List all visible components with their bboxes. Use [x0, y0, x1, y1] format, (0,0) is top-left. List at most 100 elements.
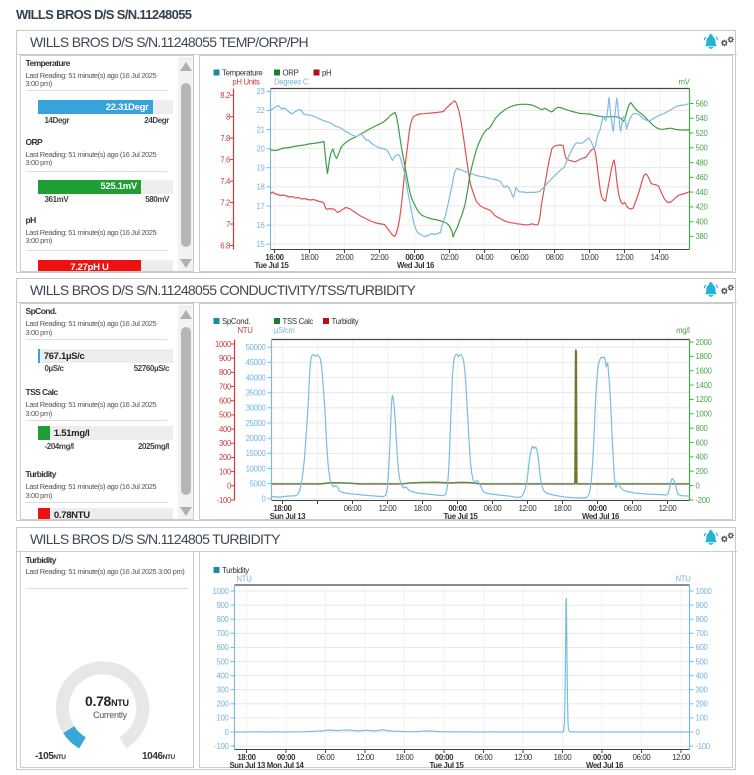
svg-text:12:00: 12:00: [514, 753, 533, 762]
svg-text:Wed Jul 16: Wed Jul 16: [581, 512, 619, 519]
svg-text:0: 0: [695, 481, 700, 490]
svg-text:-100: -100: [695, 741, 710, 750]
svg-text:16: 16: [256, 220, 264, 229]
svg-text:06:00: 06:00: [632, 753, 651, 762]
svg-text:200: 200: [219, 453, 232, 462]
svg-text:pH Units: pH Units: [232, 77, 260, 86]
svg-text:18:00: 18:00: [413, 504, 432, 513]
svg-text:200: 200: [695, 467, 708, 476]
svg-text:100: 100: [695, 713, 708, 722]
svg-text:12:00: 12:00: [356, 753, 375, 762]
svg-text:18:00: 18:00: [273, 504, 292, 513]
svg-text:21: 21: [256, 125, 264, 134]
svg-text:300: 300: [216, 685, 229, 694]
svg-text:ORP: ORP: [282, 68, 298, 77]
svg-text:18:00: 18:00: [395, 753, 414, 762]
svg-text:40000: 40000: [245, 373, 266, 382]
svg-text:Wed Jul 16: Wed Jul 16: [396, 261, 434, 270]
svg-text:520: 520: [695, 128, 708, 137]
svg-text:1000: 1000: [695, 586, 712, 595]
svg-text:7.4: 7.4: [220, 176, 231, 185]
svg-text:Wed Jul 16: Wed Jul 16: [585, 761, 623, 770]
svg-text:02:00: 02:00: [440, 253, 459, 262]
svg-text:00:00: 00:00: [588, 504, 607, 513]
svg-text:Turbidity: Turbidity: [222, 566, 249, 575]
svg-text:600: 600: [216, 643, 229, 652]
svg-text:700: 700: [695, 629, 708, 638]
svg-text:23: 23: [256, 87, 264, 96]
svg-text:15: 15: [256, 240, 265, 249]
svg-text:400: 400: [219, 424, 232, 433]
svg-text:8: 8: [226, 112, 230, 121]
svg-text:Sun Jul 13: Sun Jul 13: [269, 512, 306, 519]
svg-text:1200: 1200: [695, 395, 712, 404]
svg-text:1600: 1600: [695, 366, 712, 375]
svg-text:420: 420: [695, 202, 708, 211]
svg-text:18:00: 18:00: [237, 753, 256, 762]
svg-text:06:00: 06:00: [510, 253, 529, 262]
svg-text:540: 540: [695, 114, 708, 123]
svg-text:0: 0: [224, 727, 229, 736]
svg-text:10:00: 10:00: [580, 253, 599, 262]
svg-text:440: 440: [695, 187, 708, 196]
svg-text:560: 560: [695, 99, 708, 108]
svg-text:pH: pH: [322, 68, 331, 77]
svg-text:0: 0: [227, 481, 232, 490]
svg-text:1000: 1000: [215, 339, 232, 348]
svg-text:700: 700: [219, 382, 232, 391]
svg-text:06:00: 06:00: [343, 504, 362, 513]
svg-text:12:00: 12:00: [378, 504, 397, 513]
svg-text:900: 900: [216, 600, 229, 609]
svg-text:00:00: 00:00: [448, 504, 467, 513]
svg-text:480: 480: [695, 158, 708, 167]
svg-text:900: 900: [695, 600, 708, 609]
svg-text:08:00: 08:00: [545, 253, 564, 262]
svg-text:1400: 1400: [695, 380, 712, 389]
svg-text:00:00: 00:00: [592, 753, 611, 762]
svg-text:2000: 2000: [695, 337, 712, 346]
svg-text:TSS Calc: TSS Calc: [282, 317, 313, 326]
svg-text:500: 500: [216, 657, 229, 666]
svg-text:06:00: 06:00: [623, 504, 642, 513]
svg-text:06:00: 06:00: [316, 753, 335, 762]
svg-text:300: 300: [695, 685, 708, 694]
svg-text:400: 400: [216, 671, 229, 680]
svg-text:12:00: 12:00: [518, 504, 537, 513]
svg-text:15000: 15000: [245, 449, 266, 458]
svg-text:NTU: NTU: [675, 574, 691, 583]
svg-text:45000: 45000: [245, 358, 266, 367]
svg-text:7.6: 7.6: [220, 155, 230, 164]
svg-text:1000: 1000: [212, 586, 229, 595]
svg-text:700: 700: [216, 629, 229, 638]
svg-text:Tue Jul 15: Tue Jul 15: [429, 761, 464, 770]
svg-text:Tue Jul 15: Tue Jul 15: [443, 512, 478, 519]
svg-text:800: 800: [695, 615, 708, 624]
svg-text:5000: 5000: [249, 479, 266, 488]
svg-text:19: 19: [256, 163, 264, 172]
svg-text:200: 200: [695, 699, 708, 708]
svg-text:7.8: 7.8: [220, 133, 230, 142]
svg-text:10000: 10000: [245, 464, 266, 473]
svg-text:0: 0: [261, 494, 266, 503]
svg-text:800: 800: [695, 424, 708, 433]
svg-text:0: 0: [695, 727, 700, 736]
svg-text:1000: 1000: [695, 409, 712, 418]
svg-text:600: 600: [219, 396, 232, 405]
svg-text:Temperature: Temperature: [222, 68, 262, 77]
svg-text:50000: 50000: [245, 343, 266, 352]
svg-text:NTU: NTU: [236, 574, 252, 583]
svg-text:SpCond.: SpCond.: [222, 317, 250, 326]
svg-text:500: 500: [695, 657, 708, 666]
svg-text:7: 7: [226, 219, 230, 228]
svg-text:8.2: 8.2: [220, 91, 230, 100]
svg-text:600: 600: [695, 643, 708, 652]
svg-text:7.2: 7.2: [220, 198, 230, 207]
svg-text:06:00: 06:00: [483, 504, 502, 513]
svg-text:20000: 20000: [245, 434, 266, 443]
svg-text:18:00: 18:00: [553, 753, 572, 762]
svg-text:1800: 1800: [695, 352, 712, 361]
svg-text:18:00: 18:00: [553, 504, 572, 513]
svg-text:35000: 35000: [245, 388, 266, 397]
svg-text:µS/cm: µS/cm: [274, 326, 295, 335]
svg-text:20: 20: [256, 144, 265, 153]
